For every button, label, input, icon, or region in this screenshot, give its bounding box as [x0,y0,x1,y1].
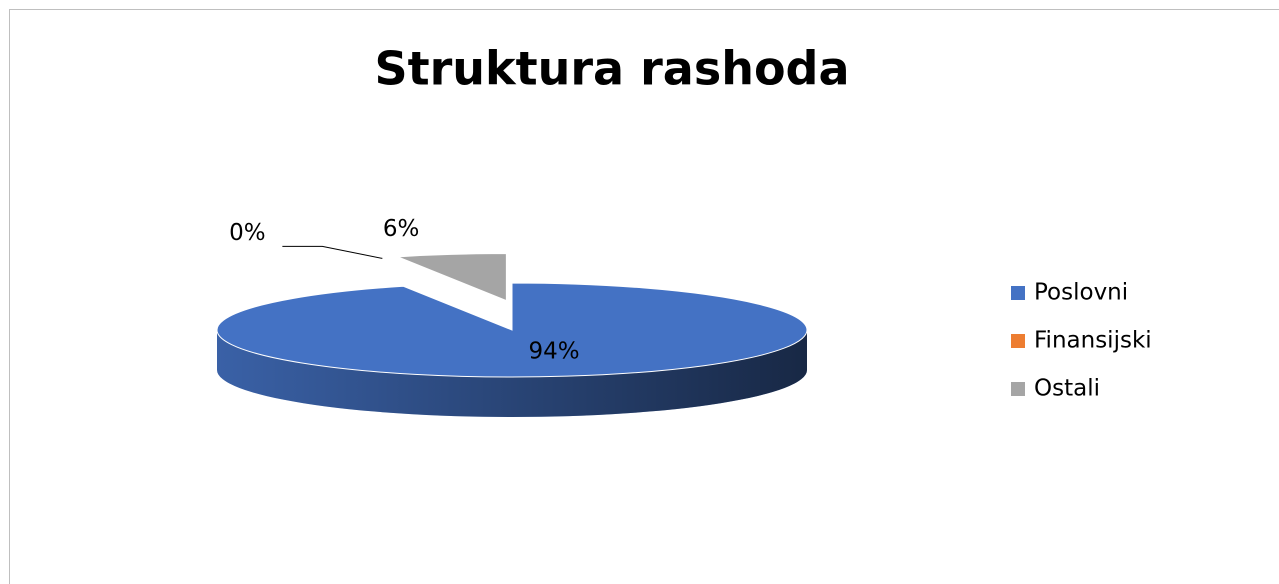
legend-label: Finansijski [1034,328,1152,354]
legend-swatch [1011,382,1025,396]
data-label: 0% [229,220,266,246]
data-label: 94% [528,339,579,365]
legend-label: Ostali [1034,376,1100,402]
chart-title: Struktura rashoda [374,42,849,96]
leader-line [282,245,383,259]
slice-shade [217,330,807,417]
slice [397,253,507,302]
data-label: 6% [383,216,420,242]
legend-swatch [1011,286,1025,300]
slice [216,282,808,378]
legend-label: Poslovni [1034,280,1128,306]
slice [392,257,502,303]
legend-swatch [1011,334,1025,348]
